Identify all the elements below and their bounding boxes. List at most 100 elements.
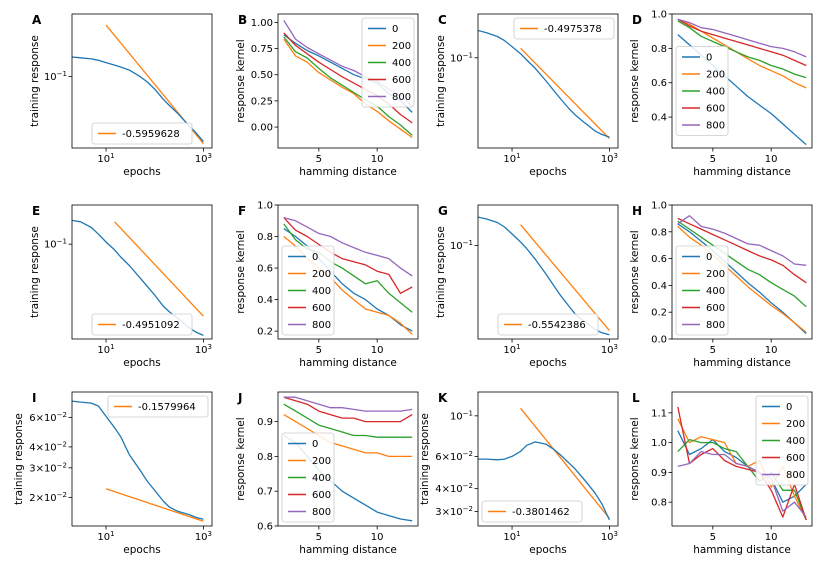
x-tick-label: 5 — [316, 345, 322, 356]
x-axis-label: epochs — [123, 544, 160, 556]
legend-label-600: 600 — [786, 453, 805, 464]
panel-F: F 5 10 0.2 0.4 0.6 0.8 1.0 hamming distance respo… — [235, 201, 419, 369]
panel-G: G 101 103 10−1 epochs training response -0.554… — [435, 204, 619, 369]
x-tick-label: 103 — [601, 152, 618, 165]
x-tick-label: 5 — [316, 532, 322, 543]
y-tick-label: 0.00 — [251, 123, 273, 134]
x-tick-label: 101 — [97, 152, 114, 165]
y-tick-label: 0.25 — [251, 96, 273, 107]
x-tick-label: 101 — [503, 530, 520, 543]
legend-label-600: 600 — [392, 75, 411, 86]
x-tick-label: 103 — [601, 530, 618, 543]
series-line-400 — [677, 438, 807, 521]
x-axis-label: hamming distance — [693, 544, 791, 556]
y-axis-label: response kernel — [629, 230, 641, 313]
series-group — [677, 215, 807, 335]
legend-label-600: 600 — [312, 490, 331, 501]
y-axis-label: training response — [419, 413, 431, 505]
series-line-0 — [677, 430, 807, 503]
axes-frame — [277, 391, 419, 527]
legend-label-200: 200 — [312, 269, 331, 280]
x-tick-label: 10 — [371, 345, 384, 356]
y-tick-label: 0.4 — [651, 113, 667, 124]
y-tick-label: 0.8 — [651, 227, 667, 238]
series-group — [677, 406, 807, 521]
y-tick-label: 1.0 — [651, 201, 667, 212]
panel-H: H 5 10 0.0 0.2 0.4 0.6 0.8 1.0 hamming distance re… — [629, 201, 813, 369]
y-tick-label: 0.7 — [257, 487, 273, 498]
panel-L: L 5 10 0.8 0.9 1.0 1.1 hamming distance response… — [629, 391, 813, 556]
y-tick-label: 10−1 — [44, 238, 67, 251]
legend: -0.3801462 — [481, 500, 583, 523]
legend-label-200: 200 — [312, 456, 331, 467]
series-line-0 — [677, 223, 807, 335]
y-tick-label: 2×10−2 — [29, 491, 67, 504]
panel-A: A 101 103 10−1 epochs training response -0.595… — [29, 13, 213, 178]
x-tick-label: 10 — [765, 154, 778, 165]
legend: -0.1579964 — [107, 395, 209, 418]
y-tick-label: 10−1 — [450, 409, 473, 422]
y-tick-label: 0.9 — [257, 417, 273, 428]
legend-box — [91, 313, 193, 336]
series-line--0.5542386 — [520, 224, 610, 332]
legend-box — [91, 122, 193, 145]
legend: 0 200 400 600 800 — [755, 395, 809, 486]
legend-box — [675, 46, 729, 136]
x-axis-label: epochs — [529, 357, 566, 369]
legend-label-0: 0 — [706, 252, 712, 263]
axes-frame — [71, 13, 213, 149]
panel-letter: L — [632, 391, 640, 405]
x-tick-label: 103 — [195, 343, 212, 356]
y-tick-label: 1.1 — [651, 408, 667, 419]
x-tick-label: 103 — [195, 530, 212, 543]
x-tick-label: 101 — [503, 343, 520, 356]
series-line-800 — [283, 396, 413, 412]
series-line-600 — [283, 396, 413, 423]
legend-label-800: 800 — [392, 92, 411, 103]
legend: -0.4951092 — [91, 313, 193, 336]
legend-box — [497, 313, 599, 336]
panel-E: E 101 103 10−1 epochs training response -0.495… — [29, 204, 213, 369]
panel-letter: I — [32, 391, 36, 405]
y-tick-label: 0.8 — [651, 44, 667, 55]
y-axis-label: response kernel — [235, 417, 247, 500]
x-axis-label: hamming distance — [299, 166, 397, 178]
legend-label-800: 800 — [706, 121, 725, 132]
series-line-800 — [283, 216, 413, 277]
x-tick-label: 103 — [195, 152, 212, 165]
legend: -0.5542386 — [497, 313, 599, 336]
y-tick-label: 3×10−2 — [29, 461, 67, 474]
legend-label--0.5959628: -0.5959628 — [122, 129, 180, 140]
x-tick-label: 5 — [710, 345, 716, 356]
legend-box — [281, 432, 335, 523]
y-axis-label: training response — [13, 413, 25, 505]
series-line-600 — [677, 406, 807, 521]
legend-label-0: 0 — [706, 53, 712, 64]
panel-letter: H — [632, 204, 642, 218]
series-line-400 — [677, 220, 807, 308]
y-tick-label: 1.00 — [251, 18, 273, 29]
y-axis-label: response kernel — [629, 39, 641, 122]
x-axis-label: epochs — [123, 166, 160, 178]
axes-frame — [71, 204, 213, 340]
legend: -0.5959628 — [91, 122, 193, 145]
legend-box — [513, 17, 615, 40]
series-group — [478, 407, 610, 521]
x-tick-label: 10 — [765, 345, 778, 356]
legend: 0 200 400 600 800 — [281, 432, 335, 523]
legend-label--0.3801462: -0.3801462 — [512, 507, 570, 518]
y-axis-label: response kernel — [235, 230, 247, 313]
panel-I: I 101 103 2×10−2 3×10−2 4×10−2 6×10−2 epochs tra… — [13, 391, 213, 556]
legend-label-400: 400 — [706, 87, 725, 98]
axes-frame — [671, 204, 813, 340]
series-line-data — [478, 29, 610, 138]
x-axis-label: hamming distance — [693, 357, 791, 369]
series-line--0.4951092 — [114, 221, 204, 317]
legend-label-600: 600 — [706, 303, 725, 314]
panel-letter: A — [32, 13, 42, 27]
y-axis-label: training response — [435, 35, 447, 127]
panel-letter: G — [438, 204, 448, 218]
series-line-400 — [677, 20, 807, 79]
legend-label-600: 600 — [706, 104, 725, 115]
y-tick-label: 1.0 — [651, 10, 667, 21]
